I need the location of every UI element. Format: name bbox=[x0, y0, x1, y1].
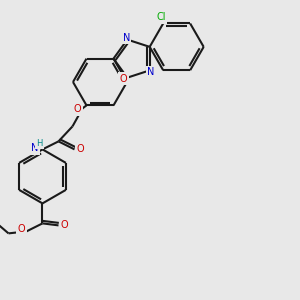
Text: O: O bbox=[74, 104, 81, 114]
Text: Cl: Cl bbox=[156, 13, 166, 22]
Text: H: H bbox=[36, 139, 43, 148]
Text: O: O bbox=[77, 144, 84, 154]
Text: O: O bbox=[119, 74, 127, 84]
Text: N: N bbox=[123, 33, 130, 43]
Text: O: O bbox=[18, 224, 25, 234]
Text: N: N bbox=[31, 143, 38, 153]
Text: O: O bbox=[61, 220, 68, 230]
Text: N: N bbox=[147, 68, 154, 77]
